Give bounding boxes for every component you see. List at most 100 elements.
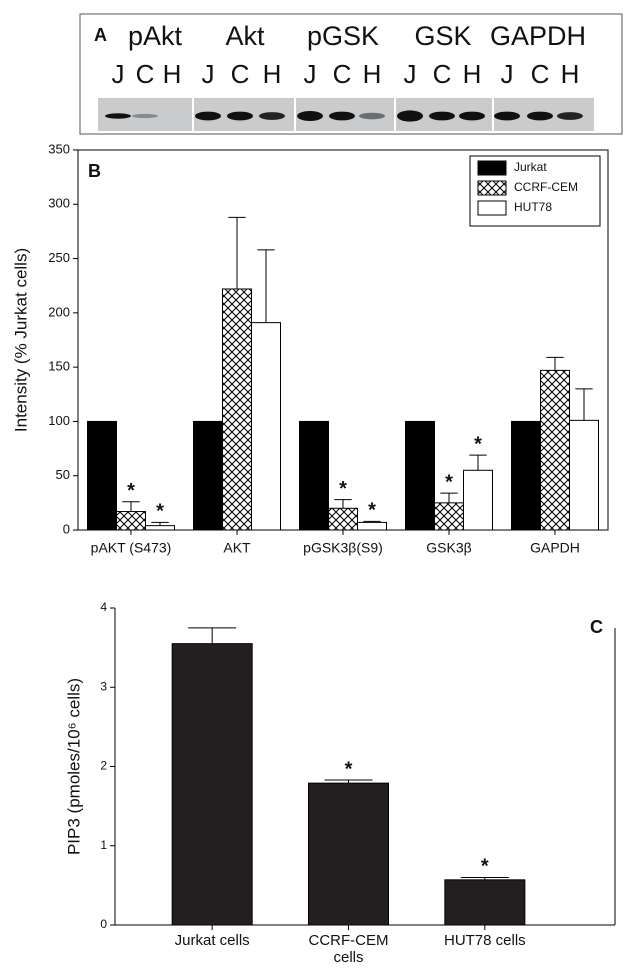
y-tick-label: 100	[48, 413, 70, 428]
blot-band	[557, 112, 583, 120]
protein-label: pAkt	[128, 21, 183, 51]
bar	[511, 420, 541, 531]
y-tick-label: 1	[100, 838, 107, 852]
error-bar	[469, 454, 487, 471]
bar	[444, 879, 526, 926]
protein-label: GSK	[414, 21, 471, 51]
blot-band	[297, 111, 323, 121]
legend-swatch	[477, 200, 507, 216]
y-axis-label: Intensity (% Jurkat cells)	[11, 248, 30, 432]
bar	[405, 420, 435, 531]
significance-marker: *	[339, 478, 347, 500]
bar	[222, 288, 252, 531]
blot-band	[132, 113, 158, 119]
lane-label: C	[136, 59, 155, 89]
error-bar	[122, 501, 140, 512]
legend-label: Jurkat	[514, 160, 547, 174]
bar	[540, 369, 570, 531]
blot-band	[527, 111, 553, 121]
bar	[308, 782, 389, 926]
blot-band	[329, 111, 355, 121]
legend-label: CCRF-CEM	[514, 180, 578, 194]
error-bar	[188, 627, 237, 644]
y-tick-label: 350	[48, 141, 70, 156]
x-tick-label: Jurkat cells	[174, 932, 250, 949]
lane-label: J	[404, 59, 417, 89]
lane-label: H	[163, 59, 182, 89]
legend-swatch	[477, 180, 507, 196]
lane-label: J	[112, 59, 125, 89]
bar	[434, 502, 464, 531]
significance-marker: *	[474, 433, 482, 455]
error-bar	[324, 779, 373, 784]
protein-label: Akt	[225, 21, 265, 51]
error-bar	[546, 356, 564, 371]
y-tick-label: 50	[56, 467, 70, 482]
blot-band	[494, 111, 520, 121]
bar	[145, 525, 175, 531]
significance-marker: *	[345, 758, 353, 780]
bar	[357, 521, 387, 531]
legend-swatch	[477, 160, 507, 176]
y-tick-label: 0	[63, 521, 70, 536]
bar	[251, 322, 281, 531]
lane-label: C	[333, 59, 352, 89]
blot-band	[459, 111, 485, 121]
bar	[463, 469, 493, 531]
error-bar	[151, 521, 169, 526]
significance-marker: *	[445, 471, 453, 493]
panel-label: A	[94, 25, 107, 45]
x-tick-label: pAKT (S473)	[91, 540, 172, 556]
protein-label: pGSK	[307, 21, 379, 51]
bar	[299, 420, 329, 531]
lane-label: J	[501, 59, 514, 89]
x-tick-label: HUT78 cells	[443, 932, 526, 949]
lane-label: J	[202, 59, 215, 89]
protein-label: GAPDH	[490, 21, 586, 51]
bar	[569, 419, 599, 531]
significance-marker: *	[156, 501, 164, 523]
error-bar	[257, 249, 275, 323]
y-tick-label: 2	[100, 759, 107, 773]
error-bar	[440, 492, 458, 503]
bar	[87, 420, 117, 531]
significance-marker: *	[481, 856, 489, 878]
y-axis-label: PIP3 (pmoles/10⁶ cells)	[64, 678, 83, 855]
blot-band	[195, 111, 221, 121]
blot-band	[227, 111, 253, 121]
panel-label: C	[590, 617, 603, 637]
blot-band	[259, 112, 285, 120]
blot-band	[397, 110, 423, 122]
y-tick-label: 0	[100, 917, 107, 931]
error-bar	[228, 216, 246, 289]
lane-label: H	[561, 59, 580, 89]
bar	[171, 643, 253, 926]
x-tick-label: GSK3β	[426, 540, 471, 556]
y-tick-label: 150	[48, 359, 70, 374]
lane-label: H	[463, 59, 482, 89]
lane-label: C	[531, 59, 550, 89]
error-bar	[575, 388, 593, 421]
legend-label: HUT78	[514, 200, 552, 214]
y-tick-label: 200	[48, 304, 70, 319]
significance-marker: *	[368, 500, 376, 522]
lane-label: J	[304, 59, 317, 89]
blot-band	[429, 111, 455, 121]
error-bar	[460, 876, 509, 880]
x-tick-label: GAPDH	[530, 540, 580, 556]
blot-band	[105, 113, 131, 119]
y-tick-label: 300	[48, 196, 70, 211]
x-tick-label: AKT	[223, 540, 251, 556]
y-tick-label: 3	[100, 679, 107, 693]
lane-label: C	[231, 59, 250, 89]
error-bar	[334, 499, 352, 509]
y-tick-label: 250	[48, 250, 70, 265]
bar	[116, 511, 146, 531]
x-tick-label: CCRF-CEM cells	[308, 932, 389, 966]
bar	[328, 507, 358, 531]
x-tick-label: pGSK3β(S9)	[303, 540, 383, 556]
panel-label: B	[88, 161, 101, 181]
error-bar	[363, 520, 381, 523]
